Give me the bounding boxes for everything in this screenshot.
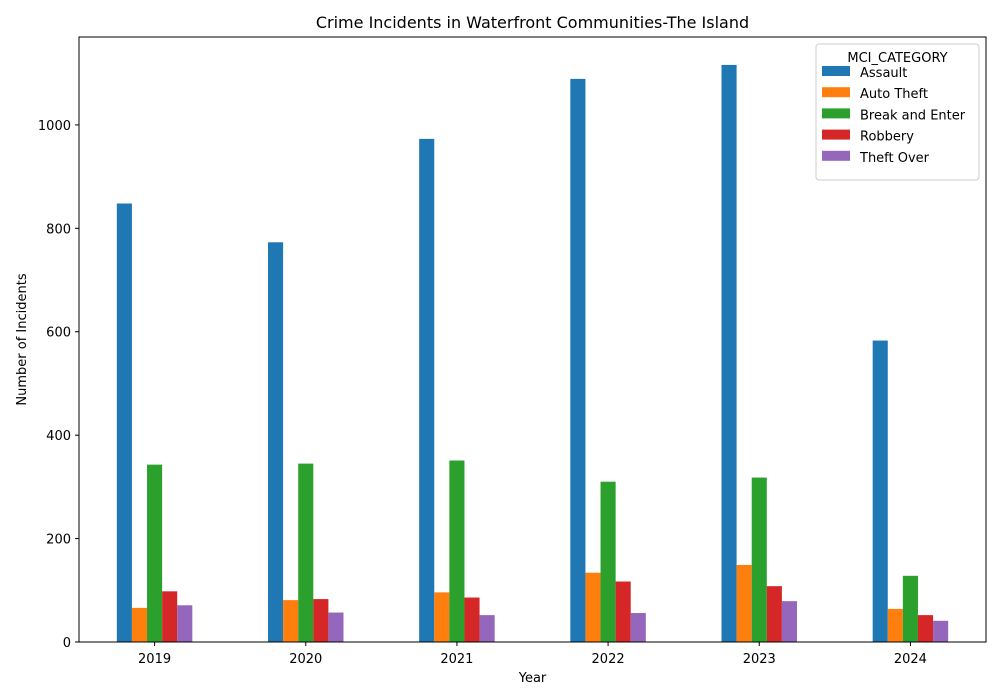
bar-assault-2023 xyxy=(721,64,737,642)
bar-auto-theft-2023 xyxy=(736,564,752,642)
legend-box xyxy=(815,43,980,181)
y-tick-label: 1000 xyxy=(38,119,71,134)
plot-frame xyxy=(78,36,987,643)
bar-robbery-2023 xyxy=(766,586,782,642)
y-tick-label: 0 xyxy=(63,636,71,651)
bar-theft-over-2019 xyxy=(177,605,193,642)
y-tick-label: 400 xyxy=(46,429,71,444)
y-tick-label: 600 xyxy=(46,326,71,341)
bars-group xyxy=(116,64,949,643)
bar-assault-2024 xyxy=(872,340,888,642)
bar-break-and-enter-2021 xyxy=(449,460,465,642)
bar-theft-over-2021 xyxy=(479,615,495,642)
x-tick-label: 2022 xyxy=(592,652,625,667)
bar-auto-theft-2019 xyxy=(131,607,148,642)
bar-theft-over-2024 xyxy=(933,620,949,642)
legend: MCI_CATEGORY Assault Auto Theft Break and … xyxy=(815,43,980,181)
x-tick-label: 2020 xyxy=(289,652,322,667)
legend-swatch xyxy=(822,66,850,76)
y-tick-label: 200 xyxy=(46,533,71,548)
bar-robbery-2021 xyxy=(464,597,480,642)
chart-title: Crime Incidents in Waterfront Communitie… xyxy=(316,13,749,32)
x-axis-ticks: 2019 2020 2021 2022 2023 2024 xyxy=(138,642,927,667)
bar-break-and-enter-2020 xyxy=(298,463,314,642)
bar-auto-theft-2020 xyxy=(283,600,299,642)
bar-auto-theft-2021 xyxy=(434,592,450,642)
y-axis-ticks: 0 200 400 600 800 1000 xyxy=(38,119,79,651)
legend-swatch xyxy=(822,150,850,161)
bar-theft-over-2020 xyxy=(328,612,344,642)
bar-assault-2022 xyxy=(570,78,586,642)
legend-label: Assault xyxy=(860,66,907,81)
bar-break-and-enter-2022 xyxy=(600,481,616,642)
legend-items: Assault Auto Theft Break and Enter Robbery T… xyxy=(822,66,966,166)
bar-robbery-2020 xyxy=(313,599,329,642)
legend-title: MCI_CATEGORY xyxy=(847,51,947,66)
bar-assault-2020 xyxy=(268,242,284,643)
y-tick-label: 800 xyxy=(46,222,71,237)
legend-swatch xyxy=(822,129,850,140)
legend-label: Break and Enter xyxy=(860,108,966,123)
legend-swatch xyxy=(822,87,850,98)
bar-theft-over-2023 xyxy=(781,601,797,642)
bar-assault-2019 xyxy=(116,203,132,642)
y-axis-label: Number of Incidents xyxy=(15,273,30,405)
bar-auto-theft-2022 xyxy=(585,572,601,642)
x-tick-label: 2019 xyxy=(138,652,171,667)
legend-label: Auto Theft xyxy=(860,87,928,102)
legend-swatch xyxy=(822,108,850,119)
bar-robbery-2019 xyxy=(162,591,178,642)
bar-robbery-2024 xyxy=(917,615,934,642)
x-axis-label: Year xyxy=(518,671,547,686)
bar-robbery-2022 xyxy=(615,581,631,642)
x-tick-label: 2021 xyxy=(440,652,473,667)
legend-label: Robbery xyxy=(860,130,914,145)
legend-label: Theft Over xyxy=(859,151,930,166)
bar-break-and-enter-2019 xyxy=(147,464,163,642)
bar-assault-2021 xyxy=(419,138,435,642)
bar-break-and-enter-2023 xyxy=(751,477,767,642)
x-tick-label: 2024 xyxy=(894,652,927,667)
x-tick-label: 2023 xyxy=(743,652,776,667)
bar-auto-theft-2024 xyxy=(887,608,903,642)
bar-break-and-enter-2024 xyxy=(902,575,918,642)
bar-theft-over-2022 xyxy=(630,613,646,642)
